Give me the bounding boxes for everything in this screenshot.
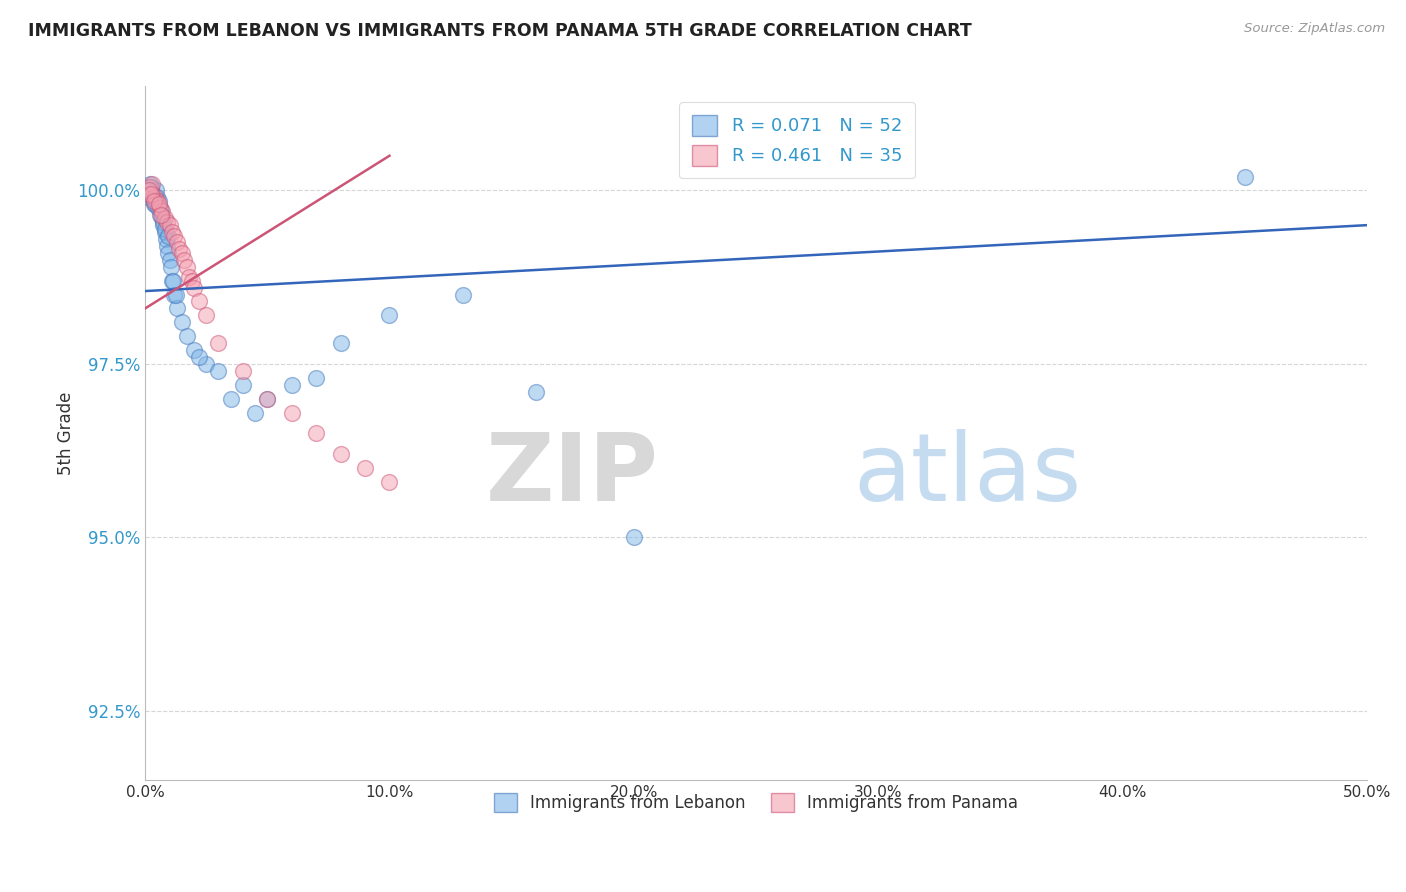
Point	[142, 194, 165, 208]
Point	[145, 197, 167, 211]
Text: Source: ZipAtlas.com: Source: ZipAtlas.com	[1244, 22, 1385, 36]
Point	[139, 180, 162, 194]
Point	[183, 343, 205, 357]
Point	[281, 405, 304, 419]
Point	[150, 208, 173, 222]
Point	[170, 315, 193, 329]
Point	[156, 228, 179, 243]
Point	[451, 287, 474, 301]
Point	[183, 280, 205, 294]
Point	[149, 201, 172, 215]
Point	[146, 194, 169, 208]
Point	[195, 309, 218, 323]
Point	[176, 260, 198, 274]
Point	[153, 211, 176, 226]
Point	[187, 294, 209, 309]
Point	[305, 426, 328, 441]
Point	[176, 329, 198, 343]
Point	[1233, 169, 1256, 184]
Point	[232, 364, 254, 378]
Point	[163, 228, 186, 243]
Point	[146, 190, 169, 204]
Point	[148, 194, 170, 208]
Point	[148, 197, 170, 211]
Legend: Immigrants from Lebanon, Immigrants from Panama: Immigrants from Lebanon, Immigrants from…	[482, 781, 1031, 824]
Point	[142, 190, 165, 204]
Point	[136, 190, 159, 204]
Point	[169, 243, 191, 257]
Point	[281, 377, 304, 392]
Point	[156, 239, 179, 253]
Point	[138, 184, 160, 198]
Point	[329, 447, 352, 461]
Point	[141, 186, 163, 201]
Point	[141, 186, 163, 201]
Point	[153, 221, 176, 235]
Point	[159, 218, 181, 232]
Point	[170, 246, 193, 260]
Point	[143, 194, 166, 208]
Point	[141, 184, 163, 198]
Text: ZIP: ZIP	[485, 429, 658, 521]
Point	[378, 309, 401, 323]
Point	[157, 246, 180, 260]
Point	[159, 260, 181, 274]
Point	[150, 211, 173, 226]
Point	[162, 274, 184, 288]
Point	[166, 301, 188, 316]
Point	[207, 336, 229, 351]
Point	[378, 475, 401, 489]
Point	[305, 371, 328, 385]
Point	[149, 208, 172, 222]
Point	[179, 270, 201, 285]
Point	[141, 177, 163, 191]
Point	[160, 225, 183, 239]
Point	[623, 530, 645, 544]
Point	[153, 225, 176, 239]
Point	[256, 392, 278, 406]
Point	[256, 392, 278, 406]
Point	[163, 287, 186, 301]
Point	[139, 177, 162, 191]
Y-axis label: 5th Grade: 5th Grade	[58, 392, 75, 475]
Point	[138, 180, 160, 194]
Point	[207, 364, 229, 378]
Point	[145, 184, 167, 198]
Point	[156, 215, 179, 229]
Point	[195, 357, 218, 371]
Point	[354, 461, 377, 475]
Point	[173, 252, 195, 267]
Point	[232, 377, 254, 392]
Point	[136, 186, 159, 201]
Point	[165, 287, 187, 301]
Point	[243, 405, 266, 419]
Point	[166, 235, 188, 250]
Text: IMMIGRANTS FROM LEBANON VS IMMIGRANTS FROM PANAMA 5TH GRADE CORRELATION CHART: IMMIGRANTS FROM LEBANON VS IMMIGRANTS FR…	[28, 22, 972, 40]
Point	[150, 204, 173, 219]
Point	[219, 392, 242, 406]
Point	[152, 215, 174, 229]
Point	[152, 218, 174, 232]
Point	[146, 201, 169, 215]
Point	[329, 336, 352, 351]
Point	[142, 197, 165, 211]
Point	[160, 274, 183, 288]
Point	[149, 201, 172, 215]
Point	[136, 186, 159, 201]
Text: atlas: atlas	[853, 429, 1083, 521]
Point	[180, 274, 202, 288]
Point	[159, 252, 181, 267]
Point	[150, 204, 173, 219]
Point	[143, 190, 166, 204]
Point	[187, 350, 209, 364]
Point	[139, 180, 162, 194]
Point	[155, 232, 177, 246]
Point	[524, 384, 547, 399]
